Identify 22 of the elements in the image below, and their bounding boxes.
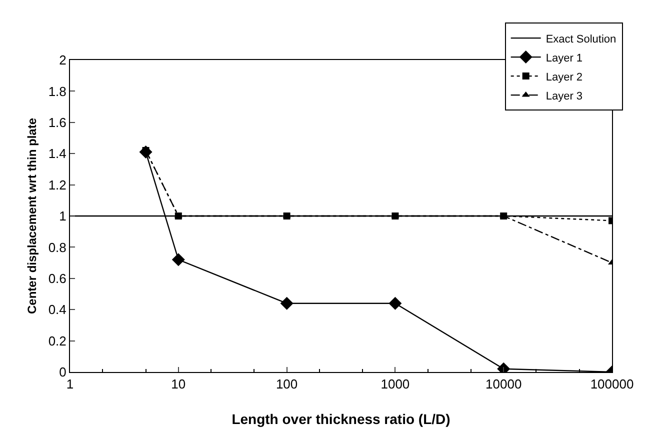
y-tick-label: 1.6 <box>48 114 66 130</box>
x-tick-label: 10 <box>171 376 186 392</box>
x-tick-label: 100 <box>276 376 298 392</box>
legend-label: Layer 2 <box>546 71 583 84</box>
y-tick-label: 0 <box>59 364 66 380</box>
y-tick-label: 0.2 <box>48 333 66 348</box>
x-tick-label: 1000 <box>380 376 410 392</box>
legend-label: Exact Solution <box>546 33 616 46</box>
legend-label: Layer 3 <box>546 90 583 102</box>
y-tick-label: 0.8 <box>48 240 66 255</box>
x-tick-label: 10000 <box>486 376 522 392</box>
x-axis-title: Length over thickness ratio (L/D) <box>232 411 450 427</box>
y-tick-label: 1.8 <box>48 84 66 99</box>
y-axis-title: Center displacement wrt thin plate <box>25 118 39 314</box>
y-tick-label: 1.4 <box>48 146 66 162</box>
y-tick-label: 0.4 <box>48 302 66 318</box>
y-tick-label: 2 <box>59 52 66 68</box>
y-tick-label: 1.2 <box>48 177 66 192</box>
y-tick-label: 1 <box>59 208 66 224</box>
x-tick-label: 100000 <box>590 376 634 392</box>
y-tick-label: 0.6 <box>48 270 66 286</box>
legend-label: Layer 1 <box>546 52 583 64</box>
